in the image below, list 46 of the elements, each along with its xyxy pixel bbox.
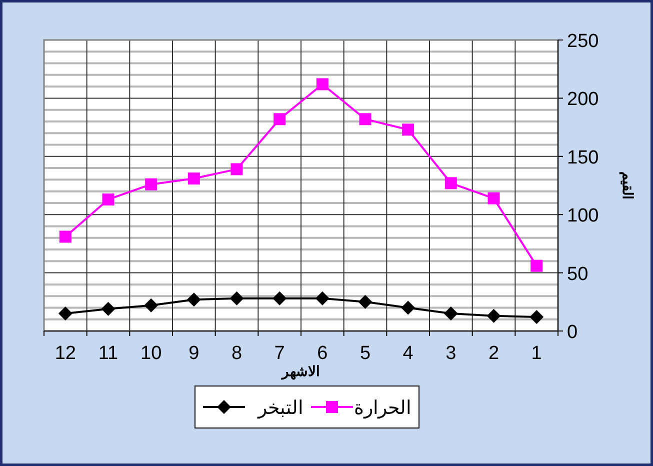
y-tick-label: 250 [567,31,599,52]
point [444,177,457,190]
x-tick-label: 7 [274,343,285,364]
y-tick-label: 200 [567,89,599,110]
x-tick-label: 12 [54,343,76,364]
x-tick-label: 8 [231,343,242,364]
point [272,291,287,306]
point [59,230,72,243]
point [315,291,330,306]
x-tick-label: 2 [488,343,500,364]
point [486,308,501,323]
point [101,302,116,316]
y-axis-title: القيم [619,172,636,200]
x-tick-label: 3 [446,343,456,364]
x-axis-title: الاشهر [281,363,320,380]
x-tick-label: 5 [360,343,371,364]
legend-label: الحرارة [354,398,411,419]
point [359,113,372,126]
point [188,172,200,185]
point [444,306,458,321]
point [144,298,158,312]
point [102,193,114,206]
y-tick-label: 100 [567,206,599,227]
point [145,178,158,190]
x-tick-label: 10 [140,343,162,364]
point [186,292,201,307]
point [488,192,500,204]
x-tick-label: 4 [402,343,414,364]
y-tick-label: 0 [567,322,578,343]
x-tick-label: 1 [531,343,542,364]
point [401,300,416,315]
point [58,306,72,321]
x-tick-label: 11 [98,343,118,364]
point [530,310,544,324]
point [230,291,244,306]
legend-label: التبخر [257,398,303,419]
x-tick-label: 9 [188,343,200,364]
point [230,163,243,176]
point [316,78,328,90]
point [358,294,372,309]
point [274,113,286,126]
x-tick-label: 6 [317,343,328,364]
y-tick-label: 50 [567,264,588,285]
y-tick-label: 150 [567,147,599,168]
point [402,124,414,136]
point [530,260,543,272]
